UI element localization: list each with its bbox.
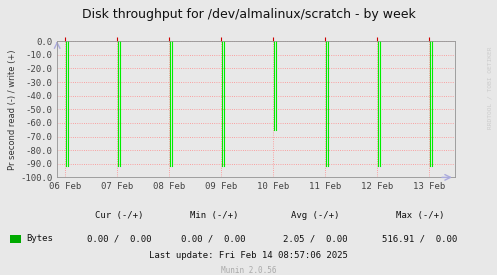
Text: Cur (-/+): Cur (-/+) — [95, 211, 144, 220]
Text: 0.00 /  0.00: 0.00 / 0.00 — [87, 235, 152, 243]
Text: Last update: Fri Feb 14 08:57:06 2025: Last update: Fri Feb 14 08:57:06 2025 — [149, 251, 348, 260]
Text: 516.91 /  0.00: 516.91 / 0.00 — [382, 235, 458, 243]
Text: Munin 2.0.56: Munin 2.0.56 — [221, 266, 276, 274]
Text: Min (-/+): Min (-/+) — [189, 211, 238, 220]
Text: Bytes: Bytes — [26, 235, 53, 243]
Text: Max (-/+): Max (-/+) — [396, 211, 444, 220]
Text: Disk throughput for /dev/almalinux/scratch - by week: Disk throughput for /dev/almalinux/scrat… — [82, 8, 415, 21]
Text: 2.05 /  0.00: 2.05 / 0.00 — [283, 235, 348, 243]
Y-axis label: Pr second read (-) / write (+): Pr second read (-) / write (+) — [8, 49, 17, 170]
Text: Avg (-/+): Avg (-/+) — [291, 211, 340, 220]
Text: 0.00 /  0.00: 0.00 / 0.00 — [181, 235, 246, 243]
Text: RRDTOOL / TOBI OETIKER: RRDTOOL / TOBI OETIKER — [487, 47, 492, 129]
